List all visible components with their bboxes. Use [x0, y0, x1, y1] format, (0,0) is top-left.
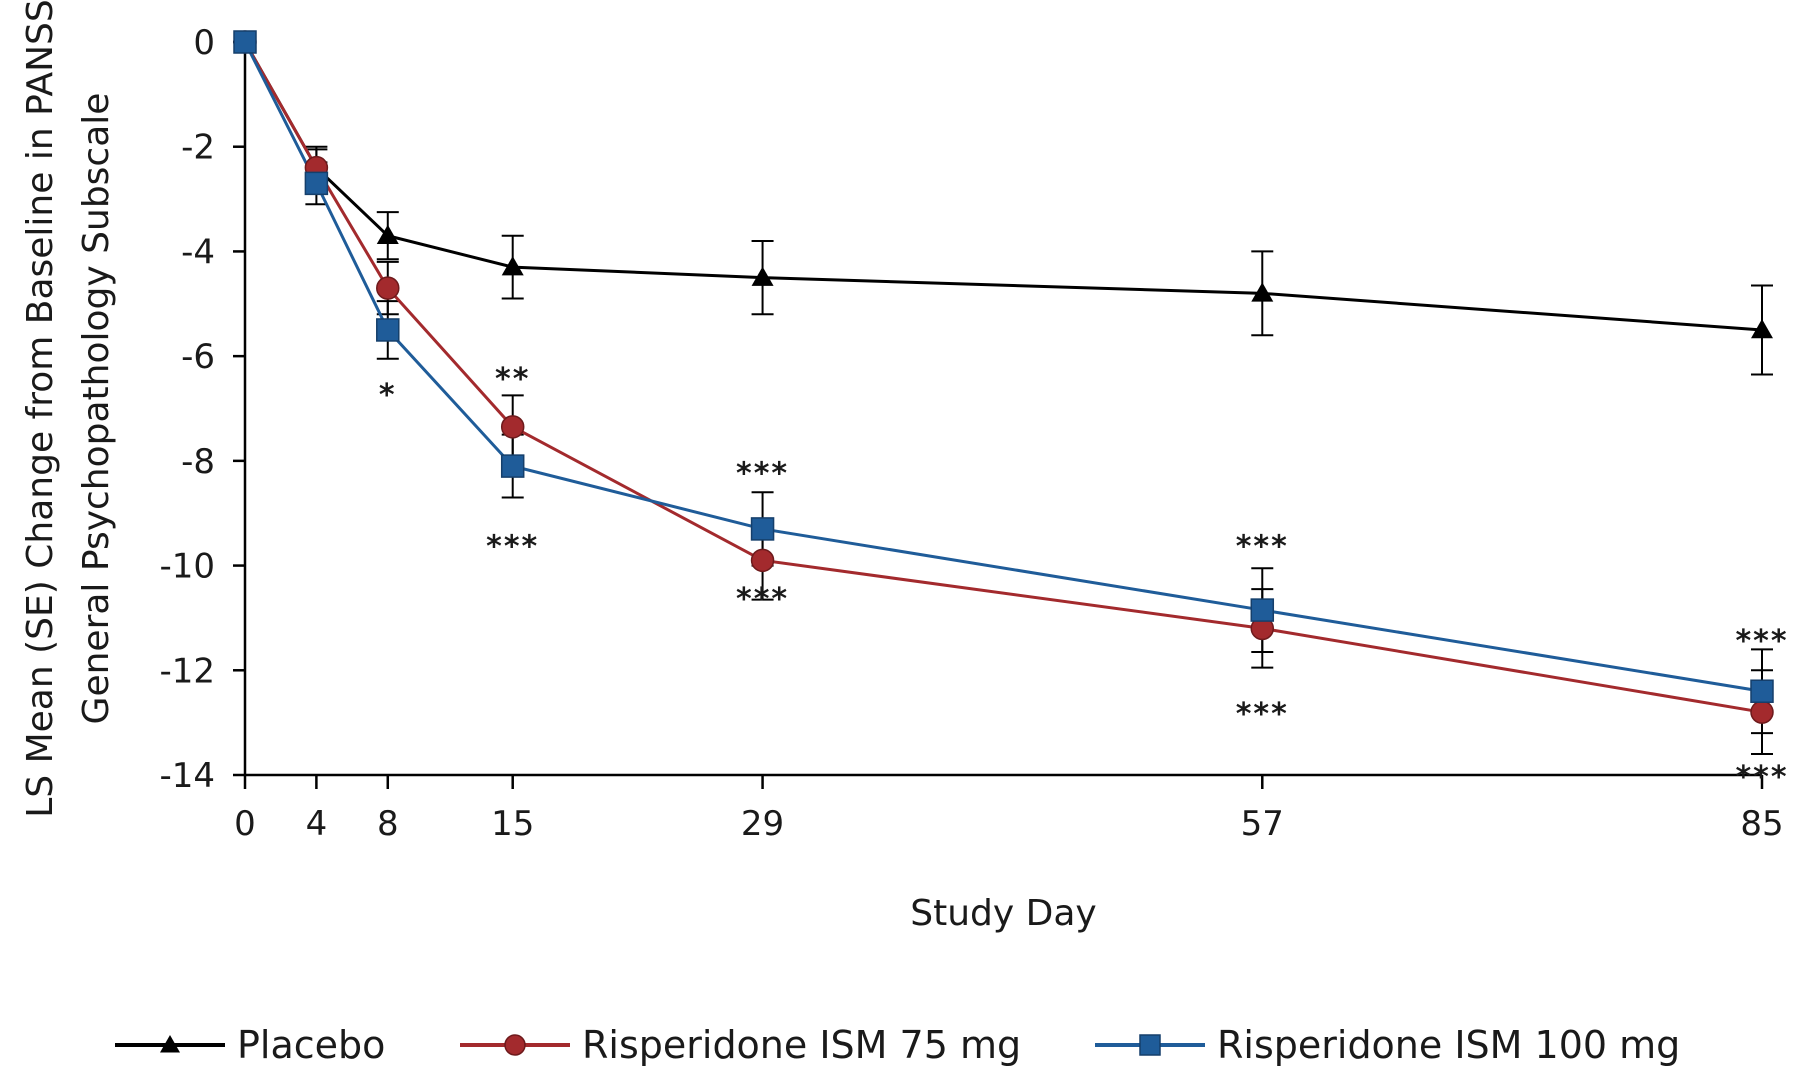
significance-label: * [379, 378, 397, 413]
significance-label: ** [495, 362, 530, 397]
triangle-point [751, 266, 774, 286]
series-markers [233, 30, 1774, 724]
square-point [1750, 679, 1774, 703]
x-tick-label: 57 [1241, 804, 1284, 844]
x-tick-label: 29 [741, 804, 784, 844]
square-point [233, 30, 257, 54]
square-point [1250, 598, 1275, 622]
series-lines [243, 41, 1763, 714]
triangle-point [501, 256, 524, 276]
legend-label: Placebo [237, 1023, 385, 1067]
y-tick-label: -8 [181, 442, 215, 482]
circle-point [376, 276, 400, 300]
x-tick-label: 85 [1740, 804, 1783, 844]
x-tick-label: 0 [234, 804, 256, 844]
significance-annotations: * *********************** [379, 362, 1788, 795]
triangle-point [1251, 282, 1274, 302]
significance-label: *** [1236, 697, 1289, 732]
circle-point [500, 415, 525, 439]
triangle-point [1751, 318, 1773, 339]
series-line [243, 41, 1763, 332]
legend: Placebo Risperidone ISM 75 mg Risperidone … [115, 1023, 1680, 1067]
legend-marker [504, 1034, 526, 1056]
x-tick-label: 15 [491, 804, 534, 844]
square-point [750, 517, 775, 541]
y-tick-label: -10 [159, 547, 215, 587]
y-tick-label: 0 [193, 23, 215, 63]
x-tick-label: 4 [306, 804, 328, 844]
y-tick-label: -12 [159, 651, 215, 691]
x-tick-label: 8 [377, 804, 399, 844]
y-tick-label: -4 [181, 232, 215, 272]
axis-titles: Study Day LS Mean (SE) Change from Baseli… [20, 0, 1097, 934]
tick-labels: 0 -2 -4 -6 -8 -10 -12 -14 0 4 8 15 29 57 85 [159, 23, 1783, 844]
circle-point [1750, 700, 1774, 724]
square-point [376, 318, 400, 342]
y-axis-title: LS Mean (SE) Change from Baseline in PAN… [20, 0, 61, 818]
significance-label: *** [736, 582, 789, 617]
y-tick-label: -6 [181, 337, 215, 377]
significance-label: *** [736, 456, 789, 491]
legend-marker [160, 1035, 180, 1053]
series-line [243, 41, 1763, 714]
y-axis-title: General Psychopathology Subscale [76, 93, 117, 725]
triangle-point [376, 224, 399, 244]
legend-label: Risperidone ISM 75 mg [582, 1023, 1021, 1067]
legend-marker [1139, 1034, 1161, 1056]
significance-label: *** [486, 530, 539, 565]
circle-point [750, 548, 775, 573]
error-bars [305, 145, 1773, 756]
x-axis-title: Study Day [910, 893, 1096, 934]
y-tick-label: -2 [181, 128, 215, 168]
axes [233, 40, 1764, 789]
square-point [304, 171, 329, 196]
significance-label: *** [1735, 624, 1788, 659]
significance-label: *** [1735, 760, 1788, 795]
legend-label: Risperidone ISM 100 mg [1217, 1023, 1680, 1067]
significance-label: *** [1236, 530, 1289, 565]
square-point [500, 454, 525, 478]
y-tick-label: -14 [159, 756, 215, 796]
